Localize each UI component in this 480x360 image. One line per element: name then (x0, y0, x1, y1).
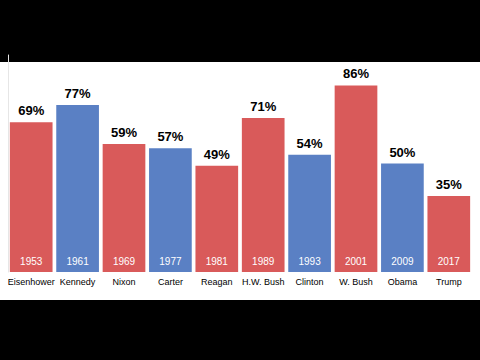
svg-text:69%: 69% (18, 103, 44, 118)
svg-text:57%: 57% (157, 129, 183, 144)
svg-text:1969: 1969 (113, 256, 136, 267)
svg-text:86%: 86% (343, 66, 369, 81)
svg-text:Nixon: Nixon (112, 277, 135, 287)
svg-text:Carter: Carter (158, 277, 183, 287)
svg-text:71%: 71% (250, 99, 276, 114)
svg-text:1989: 1989 (252, 256, 275, 267)
svg-text:2009: 2009 (391, 256, 414, 267)
svg-text:1953: 1953 (20, 256, 43, 267)
svg-text:54%: 54% (297, 136, 323, 151)
svg-text:Kennedy: Kennedy (60, 277, 96, 287)
svg-text:1977: 1977 (159, 256, 182, 267)
svg-text:77%: 77% (65, 86, 91, 101)
svg-text:Eisenhower: Eisenhower (8, 277, 55, 287)
svg-text:Clinton: Clinton (296, 277, 324, 287)
svg-text:1961: 1961 (66, 256, 89, 267)
svg-text:1981: 1981 (206, 256, 229, 267)
svg-text:2017: 2017 (438, 256, 461, 267)
svg-text:Obama: Obama (388, 277, 418, 287)
svg-text:W. Bush: W. Bush (339, 277, 373, 287)
svg-text:2001: 2001 (345, 256, 368, 267)
svg-text:H.W. Bush: H.W. Bush (242, 277, 285, 287)
svg-text:50%: 50% (389, 145, 415, 160)
svg-text:Reagan: Reagan (201, 277, 233, 287)
svg-text:49%: 49% (204, 147, 230, 162)
svg-text:Trump: Trump (436, 277, 462, 287)
svg-text:59%: 59% (111, 125, 137, 140)
svg-text:35%: 35% (436, 177, 462, 192)
svg-text:1993: 1993 (298, 256, 321, 267)
